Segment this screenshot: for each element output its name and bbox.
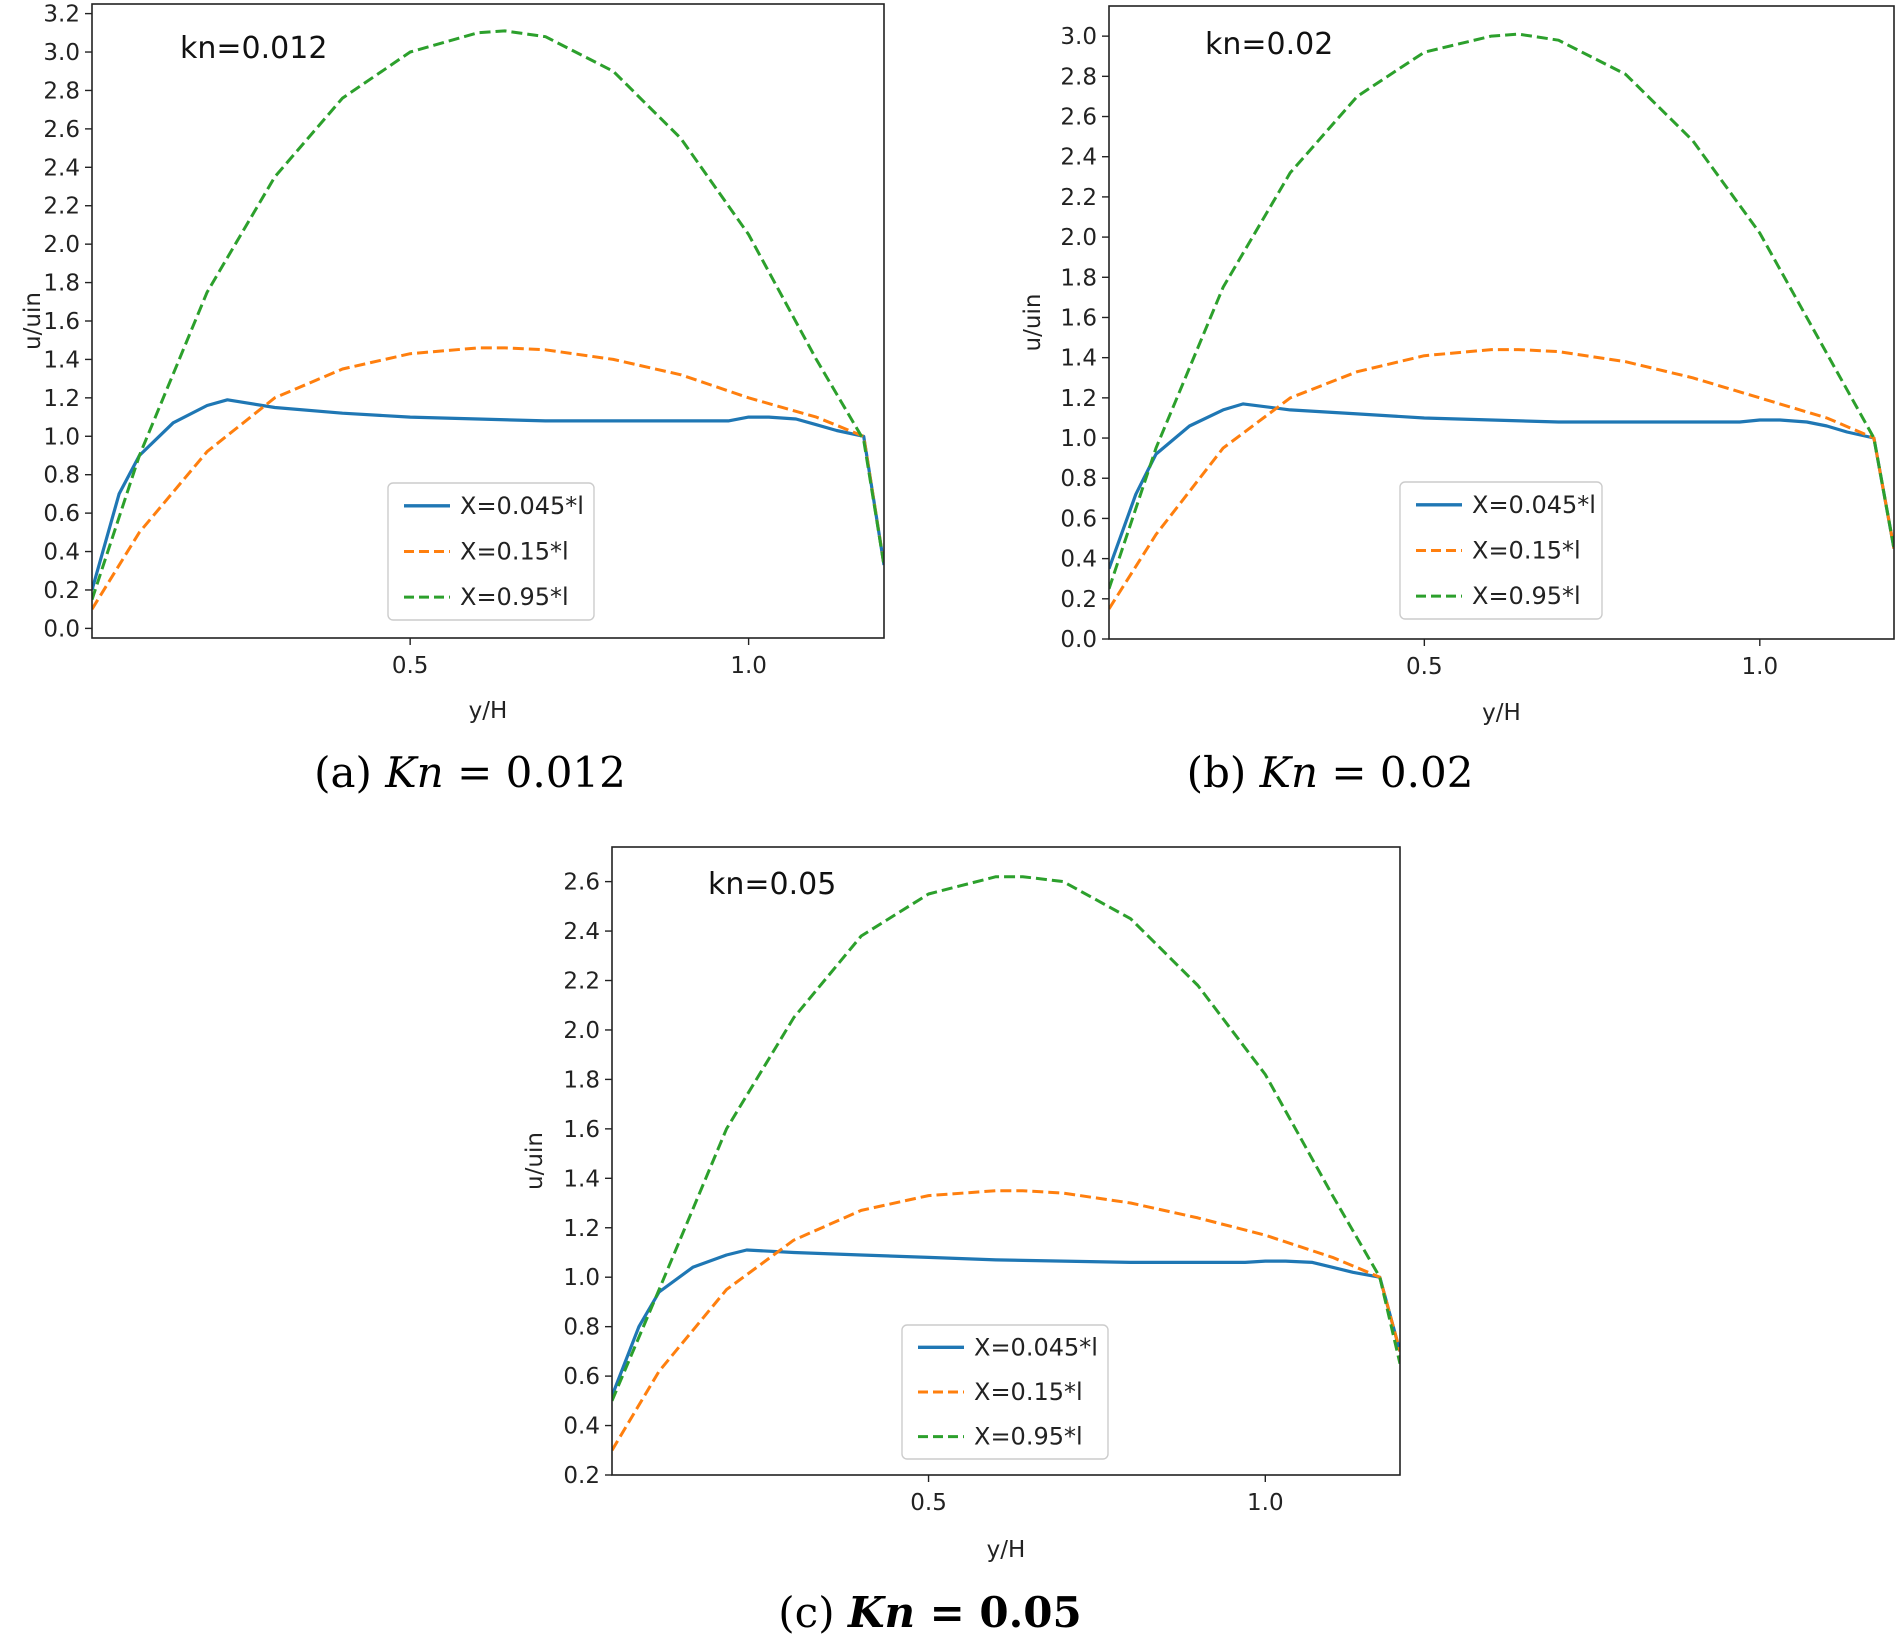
series-line-1 [612,1248,1400,1397]
legend-label: X=0.045*l [974,1333,1098,1361]
y-tick-label: 0.2 [563,1463,600,1489]
y-tick-label: 0.0 [1060,627,1097,653]
y-axis-label: u/uin [20,292,46,350]
y-tick-label: 0.4 [563,1414,600,1440]
y-tick-label: 2.2 [43,194,80,220]
x-axis-label: y/H [987,1537,1026,1563]
legend-box [387,482,595,621]
y-tick-label: 1.2 [563,1216,600,1242]
y-tick-label: 1.0 [563,1265,600,1291]
legend-label: X=0.95*l [974,1423,1083,1451]
axes-frame [1108,5,1895,640]
series-line-1 [1109,402,1894,570]
x-axis-label: y/H [1482,700,1521,726]
x-tick-label: 0.5 [910,1490,947,1516]
legend-box [901,1324,1109,1460]
y-axis-label: u/uin [1020,294,1046,352]
y-tick-label: 2.2 [563,969,600,995]
y-tick-label: 2.6 [43,117,80,143]
series-group [612,875,1400,1452]
y-tick-label: 0.4 [43,540,80,566]
y-tick-label: 1.2 [43,386,80,412]
y-tick-label: 1.8 [1060,265,1097,291]
y-tick-label: 3.0 [1060,24,1097,50]
series-line-2 [1109,348,1894,610]
y-tick-label: 0.8 [43,463,80,489]
legend-label: X=0.95*l [460,583,569,611]
y-tick-label: 2.4 [563,919,600,945]
x-axis-label: y/H [469,698,508,724]
x-tick-label: 1.0 [1742,654,1779,680]
panel-caption: (c) Kn = 0.05 [778,1588,1081,1637]
y-tick-label: 1.2 [1060,386,1097,412]
y-tick-label: 1.6 [43,309,80,335]
x-tick-label: 0.5 [392,653,429,679]
axes-frame [611,846,1401,1476]
y-tick-label: 0.2 [43,578,80,604]
legend: X=0.045*l X=0.15*l X=0.95*l [387,482,595,621]
series-line-3 [612,875,1400,1402]
y-tick-label: 0.6 [1060,506,1097,532]
panel-annotation: kn=0.012 [180,31,327,66]
x-tick-label: 0.5 [1406,654,1443,680]
y-tick-label: 2.8 [1060,64,1097,90]
x-tick-label: 1.0 [730,653,767,679]
legend-label: X=0.045*l [1472,491,1596,519]
y-tick-label: 0.6 [563,1364,600,1390]
panel-caption: (a) Kn = 0.012 [314,748,626,797]
y-tick-label: 2.4 [43,155,80,181]
legend-label: X=0.15*l [974,1378,1083,1406]
y-tick-label: 1.4 [43,347,80,373]
y-tick-label: 1.4 [1060,346,1097,372]
series-group [92,29,884,610]
legend-box [1399,481,1603,620]
y-tick-label: 0.2 [1060,587,1097,613]
panel-annotation: kn=0.05 [708,867,836,902]
legend: X=0.045*l X=0.15*l X=0.95*l [901,1324,1109,1460]
y-tick-label: 0.4 [1060,547,1097,573]
series-line-2 [92,346,884,610]
y-tick-label: 1.0 [43,424,80,450]
y-tick-label: 3.2 [43,2,80,28]
series-line-2 [612,1189,1400,1452]
series-group [1109,32,1894,610]
y-tick-label: 2.6 [563,870,600,896]
y-tick-label: 2.6 [1060,105,1097,131]
y-tick-label: 1.8 [563,1067,600,1093]
y-tick-label: 1.6 [563,1117,600,1143]
legend-label: X=0.95*l [1472,582,1581,610]
panels: 0.0 0.2 0.4 0.6 0.8 1.0 1.2 1.4 1.6 1.8 2.0 2.2 2.4 2… [20,2,1895,1637]
legend: X=0.045*l X=0.15*l X=0.95*l [1399,481,1603,620]
y-tick-label: 1.8 [43,271,80,297]
y-tick-label: 0.8 [563,1315,600,1341]
legend-label: X=0.15*l [1472,537,1581,565]
y-tick-label: 1.0 [1060,426,1097,452]
y-tick-label: 0.8 [1060,466,1097,492]
chart-panel-3: 0.2 0.4 0.6 0.8 1.0 1.2 1.4 1.6 1.8 2.0 2.2 2.4 2.6 0… [522,846,1401,1637]
y-tick-label: 2.0 [563,1018,600,1044]
series-line-3 [92,29,884,601]
y-tick-label: 1.6 [1060,305,1097,331]
series-line-1 [92,398,884,591]
chart-panel-2: 0.0 0.2 0.4 0.6 0.8 1.0 1.2 1.4 1.6 1.8 2.0 2.2 2.4 2… [1020,5,1895,797]
y-tick-label: 1.4 [563,1166,600,1192]
y-tick-label: 3.0 [43,40,80,66]
x-tick-label: 1.0 [1247,1490,1284,1516]
y-axis-label: u/uin [522,1132,548,1190]
y-tick-label: 0.6 [43,501,80,527]
y-tick-label: 2.0 [1060,225,1097,251]
legend-label: X=0.045*l [460,492,584,520]
panel-annotation: kn=0.02 [1205,27,1333,62]
y-tick-label: 2.2 [1060,185,1097,211]
y-tick-label: 2.0 [43,232,80,258]
chart-panel-1: 0.0 0.2 0.4 0.6 0.8 1.0 1.2 1.4 1.6 1.8 2.0 2.2 2.4 2… [20,2,885,797]
y-tick-label: 0.0 [43,616,80,642]
y-tick-label: 2.4 [1060,145,1097,171]
y-tick-label: 2.8 [43,78,80,104]
panel-caption: (b) Kn = 0.02 [1187,748,1474,797]
legend-label: X=0.15*l [460,538,569,566]
